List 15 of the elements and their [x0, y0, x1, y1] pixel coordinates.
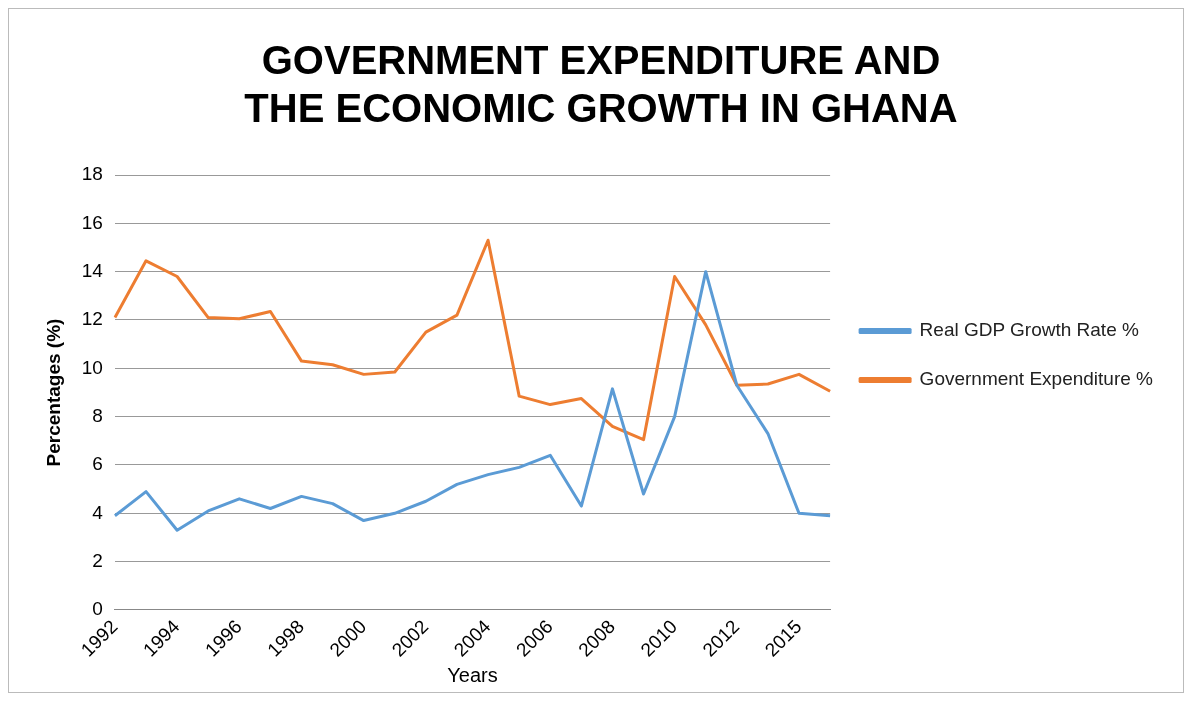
y-tick-label: 12 [81, 308, 103, 330]
y-tick-label: 10 [81, 356, 103, 378]
legend-label: Real GDP Growth Rate % [919, 319, 1139, 341]
chart-title: GOVERNMENT EXPENDITURE AND THE ECONOMIC GROWTH IN GHANA [244, 38, 958, 131]
y-axis-title: Percentages (%) [42, 318, 64, 467]
y-tick-label: 6 [92, 453, 103, 475]
y-tick-label: 2 [92, 549, 103, 571]
y-tick-label: 4 [92, 501, 104, 523]
legend-label: Government Expenditure % [919, 368, 1154, 390]
y-tick-label: 18 [81, 163, 103, 185]
y-tick-label: 8 [92, 404, 103, 426]
y-tick-label: 14 [81, 259, 104, 281]
x-axis-title: Years [447, 663, 498, 686]
y-tick-label: 16 [81, 211, 103, 233]
y-tick-label: 0 [92, 598, 103, 620]
